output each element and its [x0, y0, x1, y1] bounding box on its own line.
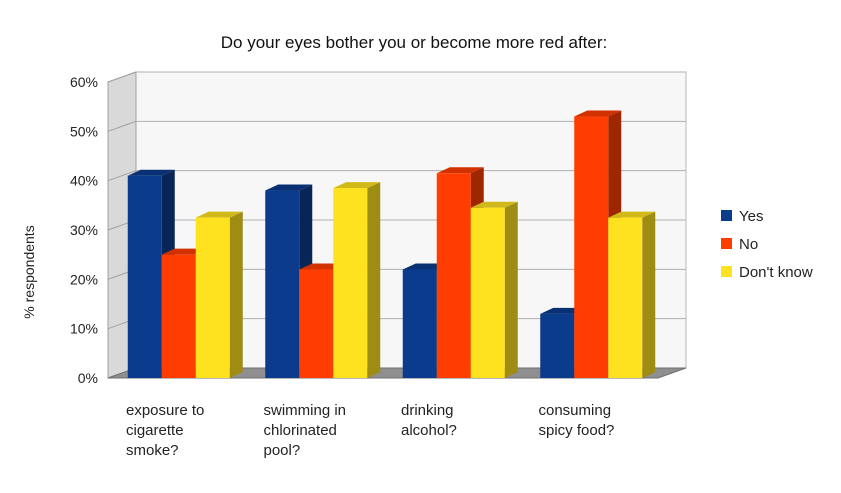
x-category-label: drinking alcohol? — [401, 402, 457, 439]
x-category-label: swimming in chlorinated pool? — [264, 402, 347, 459]
bar-side — [642, 211, 656, 378]
bar-front — [436, 173, 471, 378]
gridline-side — [107, 120, 137, 132]
bar-top — [608, 211, 656, 218]
legend: Yes No Don't know — [721, 208, 813, 281]
legend-swatch-don-t-know — [721, 266, 732, 277]
gridline-side — [107, 170, 137, 182]
legend-label: Yes — [739, 208, 763, 225]
bar-front — [402, 269, 437, 378]
bar-front — [195, 217, 230, 378]
legend-swatch-yes — [721, 210, 732, 221]
bar-front — [470, 207, 505, 378]
y-tick-label: 50% — [70, 123, 98, 139]
bar-front — [127, 175, 162, 378]
y-tick-label: 40% — [70, 173, 98, 189]
legend-label: Don't know — [739, 264, 813, 281]
x-category-label: exposure to cigarette smoke? — [126, 402, 204, 459]
bar-front — [265, 190, 300, 378]
x-category-label-line: cigarette — [126, 422, 184, 439]
x-category-label-line: smoke? — [126, 442, 179, 459]
bar-don-t-know-4 — [608, 211, 656, 378]
bar-front — [161, 254, 196, 378]
legend-label: No — [739, 236, 758, 253]
chart-title: Do your eyes bother you or become more r… — [221, 33, 607, 52]
x-category-label-line: spicy food? — [539, 422, 615, 439]
bar-top — [333, 182, 381, 189]
bar-top — [436, 167, 484, 174]
y-axis-label: % respondents — [21, 225, 37, 318]
bar-top — [195, 211, 243, 218]
y-tick-label: 60% — [70, 74, 98, 90]
x-category-label-line: exposure to — [126, 402, 204, 419]
bar-side — [229, 211, 243, 378]
bar-front — [608, 217, 643, 378]
x-category-label: consuming spicy food? — [539, 402, 615, 439]
bar-front — [574, 116, 609, 379]
plot-area: 0% 10% 20% 30% 40% 50% 60% exposure to cigarette… — [70, 71, 687, 459]
y-tick-label: 20% — [70, 271, 98, 287]
bar-top — [265, 184, 313, 191]
bar-front — [299, 269, 334, 378]
legend-swatch-no — [721, 238, 732, 249]
x-category-label-line: chlorinated — [264, 422, 337, 439]
y-tick-label: 30% — [70, 222, 98, 238]
bar-top — [470, 201, 518, 208]
x-category-label-line: alcohol? — [401, 422, 457, 439]
x-category-label-line: swimming in — [264, 402, 347, 419]
bar-top — [127, 169, 175, 176]
bar-don-t-know-2 — [333, 182, 381, 378]
bar-top — [574, 110, 622, 117]
bar-don-t-know-3 — [470, 201, 518, 378]
x-category-label-line: drinking — [401, 402, 454, 419]
bar-front — [540, 313, 575, 378]
bar-don-t-know-1 — [195, 211, 243, 378]
bar-side — [367, 182, 381, 378]
y-tick-label: 0% — [78, 370, 98, 386]
y-tick-label: 10% — [70, 321, 98, 337]
gridline-side — [107, 71, 137, 83]
x-category-label-line: consuming — [539, 402, 612, 419]
bar-side — [504, 201, 518, 378]
bar-front — [333, 188, 368, 378]
x-category-label-line: pool? — [264, 442, 301, 459]
